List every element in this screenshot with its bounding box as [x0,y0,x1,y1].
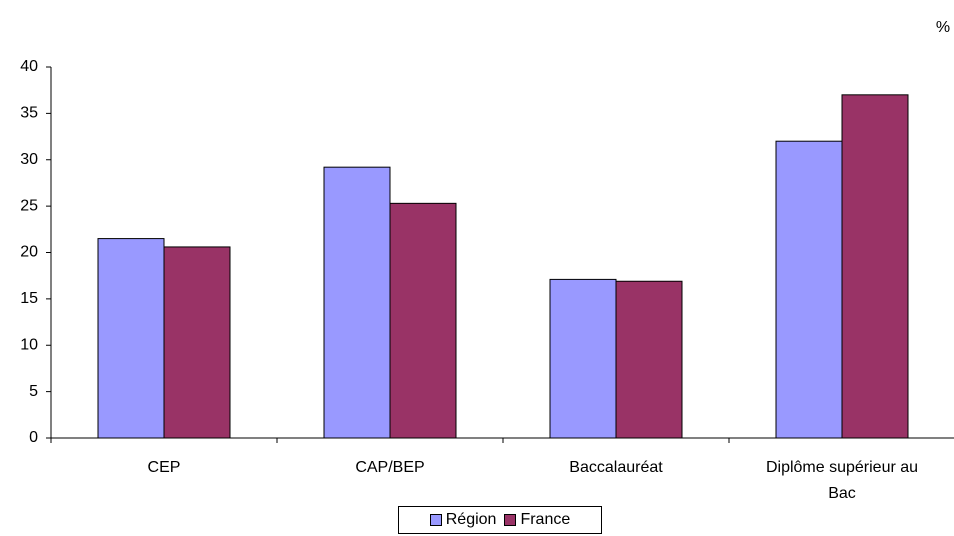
y-tick-label: 35 [20,105,38,122]
legend-label: France [520,511,571,528]
x-tick-label: CAP/BEP [355,459,425,476]
y-tick-label: 30 [20,151,38,168]
bar [97,238,165,439]
y-tick-label: 5 [29,383,38,400]
bar [389,202,457,439]
legend-swatch [429,514,442,526]
x-tick-label: Diplôme supérieur au Bac [765,459,919,502]
y-tick-label: 25 [20,197,38,214]
x-tick-label: CEP [147,459,181,476]
y-tick-label: 15 [20,290,38,307]
legend-label: Région [445,511,497,528]
y-tick-label: 40 [20,58,38,75]
y-tick-label: 20 [20,244,38,261]
legend-swatch [504,514,517,526]
bar [163,246,231,439]
y-tick-label: 10 [20,336,38,353]
y-tick-label: 0 [29,429,38,446]
legend-item: France [504,511,570,529]
x-tick-label: Baccalauréat [569,459,663,476]
bar [323,166,391,439]
unit-label: % [936,19,950,36]
bar [549,278,617,439]
legend-item: Région [429,511,497,529]
bar [775,140,843,439]
bar [615,280,683,439]
legend: Région France [398,506,602,534]
bar [841,94,909,439]
